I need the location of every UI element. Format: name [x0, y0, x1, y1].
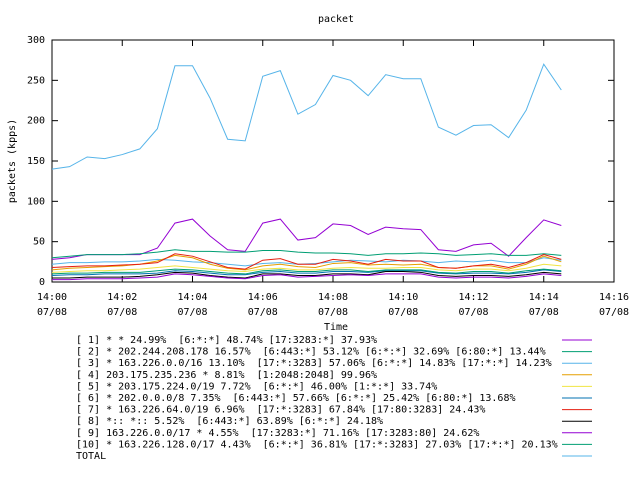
series-line — [51, 218, 562, 260]
series-line — [51, 63, 562, 170]
y-tick-label: 250 — [27, 75, 45, 86]
legend-label: TOTAL — [76, 451, 106, 462]
chart-title: packet — [318, 14, 354, 25]
legend-label: [ 8] *:: *:: 5.52% [6:443:*] 63.89% [6:*… — [76, 416, 383, 427]
legend-label: [ 4] 203.175.235.236 * 8.81% [1:2048:204… — [76, 370, 377, 381]
x-tick-label: 14:06 07/08 — [248, 292, 278, 318]
series-line — [51, 249, 562, 259]
x-tick-label: 14:10 07/08 — [388, 292, 418, 318]
x-tick-label: 14:16 07/08 — [599, 292, 629, 318]
y-tick-label: 200 — [27, 116, 45, 127]
x-tick-label: 14:04 07/08 — [177, 292, 207, 318]
x-tick-label: 14:02 07/08 — [107, 292, 137, 318]
y-tick-label: 50 — [33, 237, 45, 248]
series-line — [52, 273, 562, 281]
y-axis-label: packets (kpps) — [7, 119, 18, 203]
legend-label: [ 6] * 202.0.0.0/8 7.35% [6:443:*] 57.66… — [76, 393, 516, 404]
series-line — [51, 269, 562, 277]
legend-label: [ 7] * 163.226.64.0/19 6.96% [17:*:3283]… — [76, 405, 485, 416]
legend-label: [ 9] 163.226.0.0/17 * 4.55% [17:3283:*] … — [76, 428, 479, 439]
x-axis-label: Time — [324, 322, 348, 333]
series-line — [51, 268, 562, 275]
x-tick-label: 14:00 07/08 — [37, 292, 67, 318]
x-tick-label: 14:12 07/08 — [458, 292, 488, 318]
series-line — [51, 253, 562, 270]
y-tick-label: 0 — [39, 277, 45, 288]
series-line — [52, 271, 562, 279]
y-tick-label: 300 — [27, 35, 45, 46]
legend-label: [ 3] * 163.226.0.0/16 13.10% [17:*:3283]… — [76, 358, 552, 369]
legend-label: [10] * 163.226.128.0/17 4.43% [6:*:*] 36… — [76, 439, 558, 450]
x-tick-label: 14:08 07/08 — [318, 292, 348, 318]
series-line — [51, 263, 562, 273]
legend-label: [ 5] * 203.175.224.0/19 7.72% [6:*:*] 46… — [76, 381, 437, 392]
y-tick-label: 100 — [27, 196, 45, 207]
y-tick-label: 150 — [27, 156, 45, 167]
legend-label: [ 1] * * 24.99% [6:*:*] 48.74% [17:3283:… — [76, 335, 377, 346]
legend-label: [ 2] * 202.244.208.178 16.57% [6:443:*] … — [76, 347, 546, 358]
x-tick-label: 14:14 07/08 — [529, 292, 559, 318]
